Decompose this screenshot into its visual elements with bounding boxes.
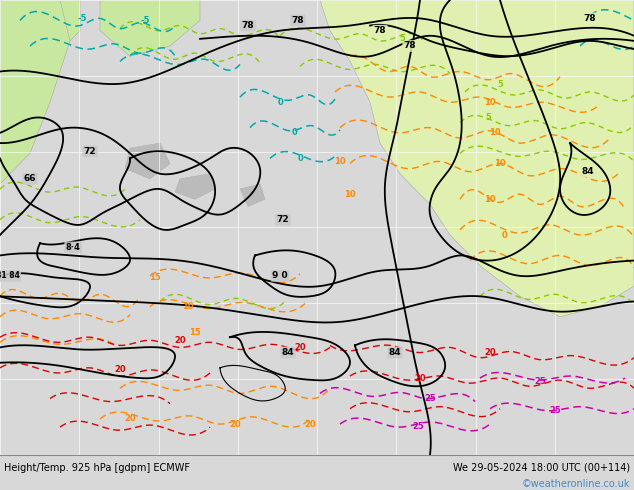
Text: 78: 78 (242, 21, 254, 30)
Text: 20: 20 (304, 419, 316, 429)
Text: 66: 66 (23, 174, 36, 183)
Text: Height/Temp. 925 hPa [gdpm] ECMWF: Height/Temp. 925 hPa [gdpm] ECMWF (4, 463, 190, 473)
Text: 15: 15 (189, 328, 201, 337)
Text: 9 0: 9 0 (272, 271, 288, 280)
Polygon shape (240, 184, 265, 206)
Text: 15: 15 (149, 273, 161, 282)
Text: -5: -5 (140, 16, 150, 25)
Polygon shape (0, 0, 70, 184)
Text: ©weatheronline.co.uk: ©weatheronline.co.uk (522, 479, 630, 489)
Text: 20: 20 (114, 366, 126, 374)
Text: 20: 20 (414, 373, 426, 383)
Text: -5: -5 (77, 14, 87, 23)
Text: 5: 5 (485, 113, 491, 122)
Polygon shape (320, 0, 634, 317)
Text: 25: 25 (534, 377, 546, 386)
Polygon shape (100, 0, 200, 56)
Text: 10: 10 (489, 128, 501, 137)
Text: 84: 84 (581, 167, 594, 176)
Text: 10: 10 (494, 159, 506, 168)
Polygon shape (400, 0, 634, 122)
Polygon shape (125, 143, 170, 179)
Text: 0: 0 (297, 154, 303, 163)
Text: 81 84: 81 84 (0, 271, 20, 280)
Text: 84: 84 (389, 348, 401, 357)
Text: 84: 84 (281, 348, 294, 357)
Text: 10: 10 (182, 302, 194, 311)
Text: 78: 78 (373, 26, 386, 35)
Text: 8·4: 8·4 (65, 243, 81, 252)
Text: 25: 25 (424, 394, 436, 403)
Text: 20: 20 (294, 343, 306, 352)
Text: 10: 10 (484, 98, 496, 107)
Text: 20: 20 (174, 336, 186, 345)
Text: 25: 25 (549, 406, 561, 416)
Text: 20: 20 (484, 348, 496, 357)
Polygon shape (0, 0, 80, 61)
Text: 5: 5 (497, 80, 503, 89)
Text: 78: 78 (584, 14, 597, 23)
Text: 10: 10 (484, 195, 496, 204)
Text: We 29-05-2024 18:00 UTC (00+114): We 29-05-2024 18:00 UTC (00+114) (453, 463, 630, 473)
Text: 10: 10 (344, 190, 356, 198)
Polygon shape (175, 174, 215, 199)
Text: 5: 5 (399, 34, 405, 43)
Text: 20: 20 (124, 415, 136, 423)
Text: 0: 0 (292, 128, 298, 137)
Text: 0: 0 (502, 230, 508, 240)
Text: 25: 25 (412, 421, 424, 431)
Text: 78: 78 (404, 42, 417, 50)
Text: 72: 72 (276, 215, 289, 224)
Text: 10: 10 (334, 157, 346, 166)
Text: 72: 72 (84, 147, 96, 156)
Text: 0: 0 (277, 98, 283, 107)
Text: 20: 20 (229, 419, 241, 429)
Text: 78: 78 (292, 16, 304, 25)
